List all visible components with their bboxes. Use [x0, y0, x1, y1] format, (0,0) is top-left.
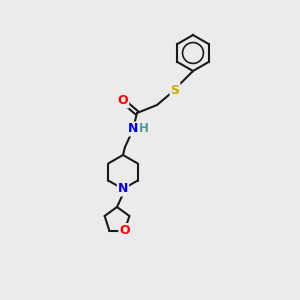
Text: H: H: [139, 122, 149, 136]
Text: N: N: [118, 182, 128, 196]
Text: O: O: [118, 94, 128, 107]
Text: O: O: [119, 224, 130, 237]
Text: S: S: [170, 83, 179, 97]
Text: N: N: [128, 122, 138, 136]
